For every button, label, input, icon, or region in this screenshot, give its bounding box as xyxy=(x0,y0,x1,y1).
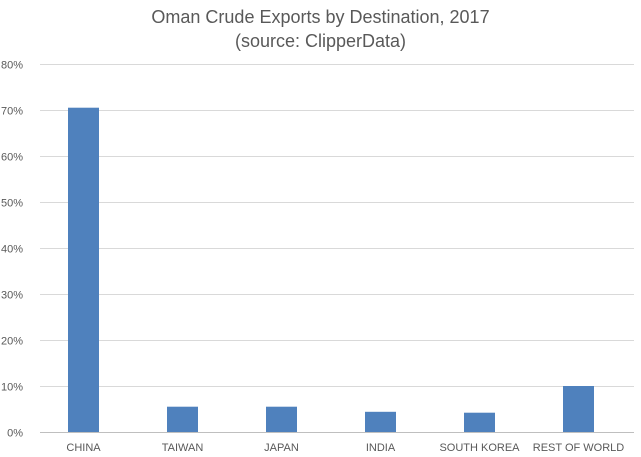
y-tick-label: 20% xyxy=(1,336,23,348)
category-label-taiwan: TAIWAN xyxy=(162,442,204,454)
y-axis-tick-labels: 0% 10% 20% 30% 40% 50% 60% 70% 80% xyxy=(1,60,23,440)
category-label-south-korea: SOUTH KOREA xyxy=(439,442,520,454)
y-tick-label: 80% xyxy=(1,60,23,72)
chart-subtitle: (source: ClipperData) xyxy=(234,31,407,51)
y-tick-label: 10% xyxy=(1,382,23,394)
bar-south-korea xyxy=(464,412,495,432)
y-tick-label: 50% xyxy=(1,198,23,210)
x-axis-category-labels: CHINA TAIWAN JAPAN INDIA SOUTH KOREA REST OF … xyxy=(66,442,624,454)
bar-rest-of-world xyxy=(563,386,594,432)
gridlines xyxy=(40,64,634,433)
y-tick-label: 30% xyxy=(1,290,23,302)
category-label-rest-of-world: REST OF WORLD xyxy=(533,442,625,454)
category-label-india: INDIA xyxy=(366,442,396,454)
y-tick-label: 0% xyxy=(7,428,23,440)
bar-taiwan xyxy=(167,406,198,432)
bar-japan xyxy=(266,406,297,432)
y-tick-label: 40% xyxy=(1,244,23,256)
category-label-japan: JAPAN xyxy=(264,442,299,454)
bars xyxy=(68,107,594,432)
bar-china xyxy=(68,107,99,432)
y-tick-label: 60% xyxy=(1,152,23,164)
bar-india xyxy=(365,411,396,432)
y-tick-label: 70% xyxy=(1,106,23,118)
category-label-china: CHINA xyxy=(66,442,101,454)
chart-title: Oman Crude Exports by Destination, 2017 xyxy=(151,7,490,27)
